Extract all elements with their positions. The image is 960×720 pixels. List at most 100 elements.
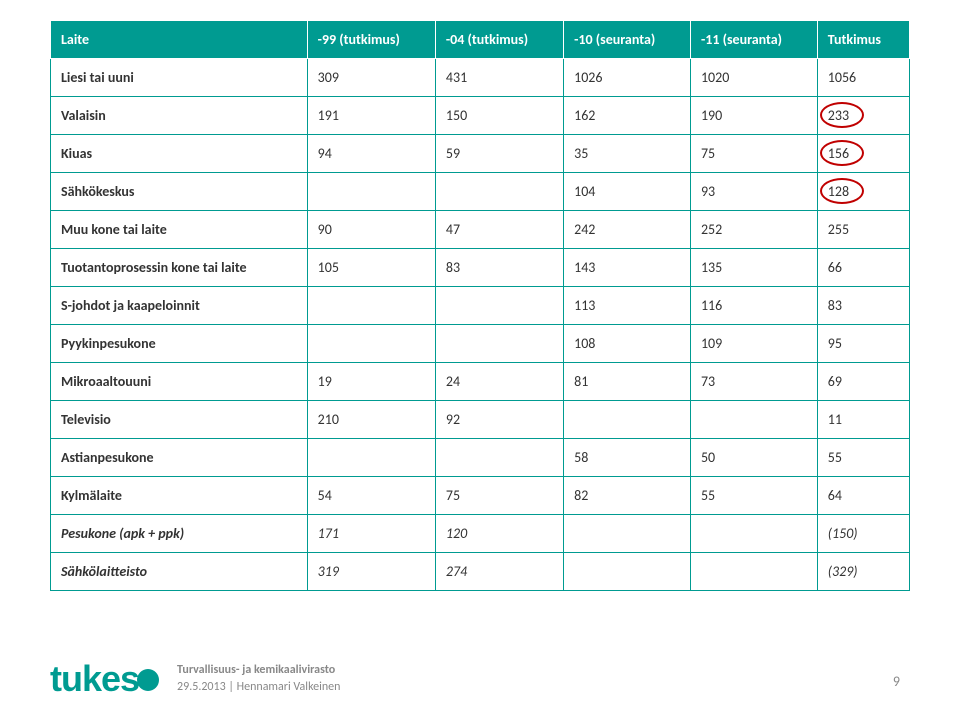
cell-value: 135 bbox=[690, 249, 817, 287]
logo: tukes bbox=[50, 658, 159, 700]
cell-value: 105 bbox=[307, 249, 435, 287]
cell-value: 113 bbox=[564, 287, 691, 325]
row-label: Pyykinpesukone bbox=[51, 325, 308, 363]
cell-value: 55 bbox=[690, 477, 817, 515]
cell-value: 242 bbox=[564, 211, 691, 249]
cell-value: 108 bbox=[564, 325, 691, 363]
cell-value bbox=[307, 325, 435, 363]
cell-value: 90 bbox=[307, 211, 435, 249]
table-row: Kiuas94593575156 bbox=[51, 135, 910, 173]
cell-value: 1056 bbox=[817, 59, 909, 97]
cell-value: 75 bbox=[435, 477, 563, 515]
row-label: Muu kone tai laite bbox=[51, 211, 308, 249]
table-row: Pesukone (apk + ppk)171120(150) bbox=[51, 515, 910, 553]
col-header-4: -11 (seuranta) bbox=[690, 21, 817, 59]
col-header-5: Tutkimus bbox=[817, 21, 909, 59]
cell-value: 150 bbox=[435, 97, 563, 135]
cell-value bbox=[564, 515, 691, 553]
cell-value: 35 bbox=[564, 135, 691, 173]
cell-value: 191 bbox=[307, 97, 435, 135]
cell-value: 1020 bbox=[690, 59, 817, 97]
cell-value: 50 bbox=[690, 439, 817, 477]
cell-value: 95 bbox=[817, 325, 909, 363]
cell-value: 83 bbox=[817, 287, 909, 325]
cell-value: 171 bbox=[307, 515, 435, 553]
data-table: Laite-99 (tutkimus)-04 (tutkimus)-10 (se… bbox=[50, 20, 910, 591]
cell-value: 120 bbox=[435, 515, 563, 553]
cell-value: 143 bbox=[564, 249, 691, 287]
cell-value: 69 bbox=[817, 363, 909, 401]
cell-value: 93 bbox=[690, 173, 817, 211]
cell-value: 252 bbox=[690, 211, 817, 249]
cell-value bbox=[435, 439, 563, 477]
cell-value bbox=[564, 401, 691, 439]
cell-value: 83 bbox=[435, 249, 563, 287]
footer-line2: 29.5.2013 | Hennamari Valkeinen bbox=[177, 679, 340, 696]
cell-value: 73 bbox=[690, 363, 817, 401]
cell-value bbox=[564, 553, 691, 591]
row-label: Televisio bbox=[51, 401, 308, 439]
cell-value bbox=[435, 173, 563, 211]
footer-text: Turvallisuus- ja kemikaalivirasto 29.5.2… bbox=[177, 662, 340, 696]
cell-value: 54 bbox=[307, 477, 435, 515]
cell-value bbox=[307, 439, 435, 477]
row-label: Liesi tai uuni bbox=[51, 59, 308, 97]
cell-value: 309 bbox=[307, 59, 435, 97]
row-label: Valaisin bbox=[51, 97, 308, 135]
col-header-1: -99 (tutkimus) bbox=[307, 21, 435, 59]
footer: tukes Turvallisuus- ja kemikaalivirasto … bbox=[50, 658, 340, 700]
cell-value: 59 bbox=[435, 135, 563, 173]
cell-value: 162 bbox=[564, 97, 691, 135]
cell-value: 274 bbox=[435, 553, 563, 591]
cell-value: 116 bbox=[690, 287, 817, 325]
cell-value: 431 bbox=[435, 59, 563, 97]
table-row: Pyykinpesukone10810995 bbox=[51, 325, 910, 363]
cell-value: 233 bbox=[817, 97, 909, 135]
cell-value: 66 bbox=[817, 249, 909, 287]
cell-value bbox=[690, 553, 817, 591]
cell-value: 190 bbox=[690, 97, 817, 135]
table-row: Sähkökeskus 10493128 bbox=[51, 173, 910, 211]
cell-value: 58 bbox=[564, 439, 691, 477]
table-row: Valaisin191150162190233 bbox=[51, 97, 910, 135]
cell-value bbox=[307, 173, 435, 211]
cell-value: 55 bbox=[817, 439, 909, 477]
cell-value: 128 bbox=[817, 173, 909, 211]
highlight-circle-icon bbox=[820, 178, 864, 204]
row-label: S-johdot ja kaapeloinnit bbox=[51, 287, 308, 325]
cell-value: 94 bbox=[307, 135, 435, 173]
cell-value: 1026 bbox=[564, 59, 691, 97]
col-header-2: -04 (tutkimus) bbox=[435, 21, 563, 59]
highlight-circle-icon bbox=[820, 102, 864, 128]
cell-value bbox=[690, 401, 817, 439]
cell-value: 11 bbox=[817, 401, 909, 439]
cell-value: 210 bbox=[307, 401, 435, 439]
logo-dot-icon bbox=[137, 669, 159, 691]
row-label: Sähkökeskus bbox=[51, 173, 308, 211]
table-row: Mikroaaltouuni1924817369 bbox=[51, 363, 910, 401]
cell-value: 104 bbox=[564, 173, 691, 211]
cell-value: 82 bbox=[564, 477, 691, 515]
row-label: Mikroaaltouuni bbox=[51, 363, 308, 401]
table-header: Laite-99 (tutkimus)-04 (tutkimus)-10 (se… bbox=[51, 21, 910, 59]
table-row: Televisio2109211 bbox=[51, 401, 910, 439]
table-body: Liesi tai uuni309431102610201056Valaisin… bbox=[51, 59, 910, 591]
cell-value: (329) bbox=[817, 553, 909, 591]
cell-value: 81 bbox=[564, 363, 691, 401]
cell-value: (150) bbox=[817, 515, 909, 553]
row-label: Tuotantoprosessin kone tai laite bbox=[51, 249, 308, 287]
cell-value: 156 bbox=[817, 135, 909, 173]
table-row: S-johdot ja kaapeloinnit 11311683 bbox=[51, 287, 910, 325]
page-number: 9 bbox=[893, 673, 900, 690]
cell-value: 255 bbox=[817, 211, 909, 249]
cell-value: 19 bbox=[307, 363, 435, 401]
col-header-3: -10 (seuranta) bbox=[564, 21, 691, 59]
footer-line1: Turvallisuus- ja kemikaalivirasto bbox=[177, 662, 340, 679]
row-label: Kiuas bbox=[51, 135, 308, 173]
cell-value bbox=[435, 325, 563, 363]
cell-value bbox=[307, 287, 435, 325]
table-row: Sähkölaitteisto319274(329) bbox=[51, 553, 910, 591]
table-row: Astianpesukone585055 bbox=[51, 439, 910, 477]
row-label: Sähkölaitteisto bbox=[51, 553, 308, 591]
cell-value: 24 bbox=[435, 363, 563, 401]
